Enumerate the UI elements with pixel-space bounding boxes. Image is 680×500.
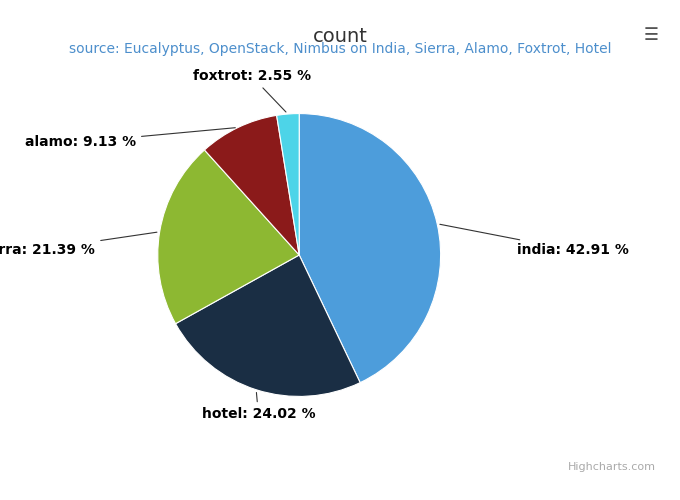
Wedge shape	[277, 114, 299, 255]
Wedge shape	[158, 150, 299, 324]
Text: source: Eucalyptus, OpenStack, Nimbus on India, Sierra, Alamo, Foxtrot, Hotel: source: Eucalyptus, OpenStack, Nimbus on…	[69, 42, 611, 56]
Text: count: count	[313, 28, 367, 46]
Text: ☰: ☰	[644, 26, 659, 44]
Wedge shape	[175, 255, 360, 396]
Text: sierra: 21.39 %: sierra: 21.39 %	[0, 232, 157, 257]
Text: india: 42.91 %: india: 42.91 %	[440, 224, 629, 257]
Text: alamo: 9.13 %: alamo: 9.13 %	[25, 128, 235, 149]
Text: Highcharts.com: Highcharts.com	[568, 462, 656, 472]
Text: hotel: 24.02 %: hotel: 24.02 %	[201, 392, 316, 421]
Wedge shape	[205, 116, 299, 255]
Wedge shape	[299, 114, 441, 382]
Text: foxtrot: 2.55 %: foxtrot: 2.55 %	[192, 69, 311, 112]
